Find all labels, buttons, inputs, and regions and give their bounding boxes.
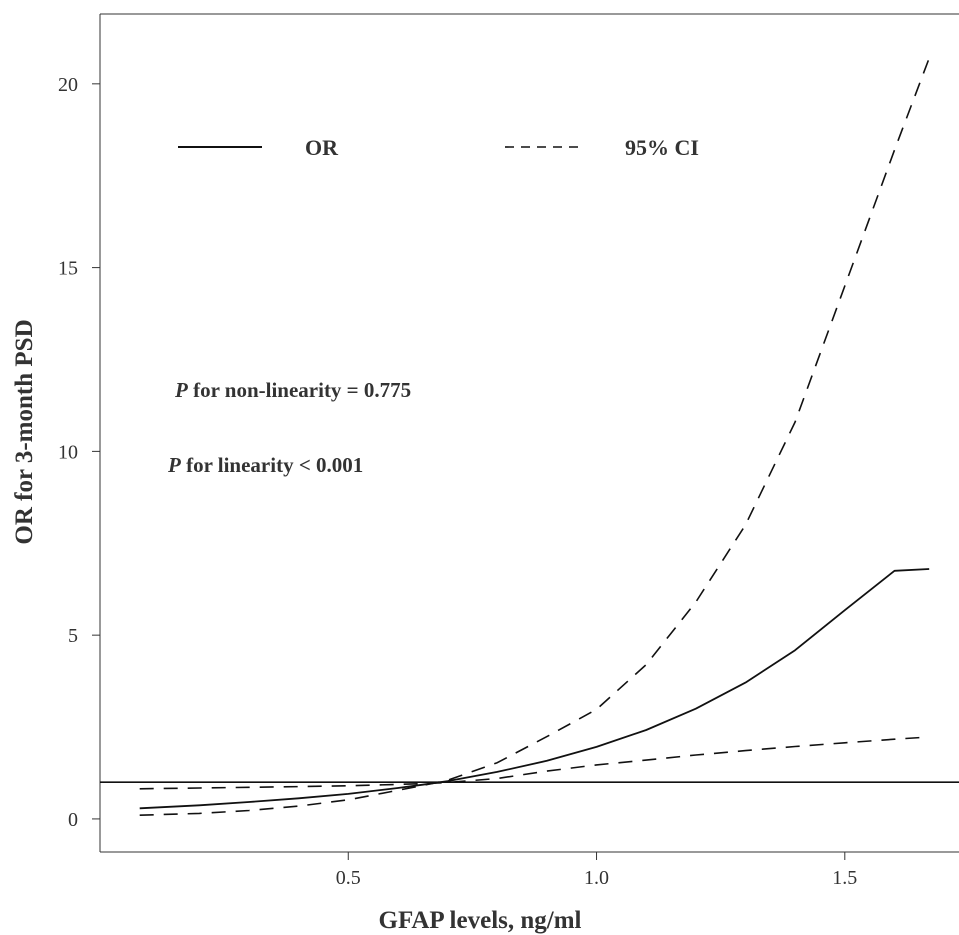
annotation-linearity-p: P <box>167 453 181 477</box>
series-group <box>139 57 930 816</box>
y-tick-label: 0 <box>68 809 78 831</box>
annotation-nonlinearity-p: P <box>174 378 188 402</box>
x-tick-label: 0.5 <box>336 867 361 889</box>
y-tick-label: 20 <box>58 74 78 96</box>
annotations: P for non-linearity = 0.775 P for linear… <box>167 378 411 477</box>
y-axis-title: OR for 3-month PSD <box>11 319 38 544</box>
annotation-nonlinearity: P for non-linearity = 0.775 <box>174 378 411 402</box>
x-axis-title: GFAP levels, ng/ml <box>379 907 582 934</box>
y-tick-label: 5 <box>68 625 78 647</box>
annotation-linearity: P for linearity < 0.001 <box>167 453 363 477</box>
annotation-linearity-text: for linearity < 0.001 <box>181 453 363 477</box>
series-ci-line-1 <box>139 57 930 816</box>
x-tick-label: 1.0 <box>584 867 609 889</box>
y-tick-label: 10 <box>58 441 78 463</box>
series-ci-line-2 <box>139 736 930 790</box>
series-or-line <box>139 568 930 810</box>
x-tick-label: 1.5 <box>832 867 857 889</box>
legend: OR 95% CI <box>178 135 699 160</box>
annotation-nonlinearity-text: for non-linearity = 0.775 <box>188 378 411 402</box>
axis-ticks: 0.5 1.0 1.5 0 5 10 15 20 <box>58 74 857 889</box>
legend-label-or: OR <box>305 135 339 160</box>
legend-label-ci: 95% CI <box>625 135 699 160</box>
plot-frame <box>99 13 959 853</box>
y-tick-label: 15 <box>58 258 78 280</box>
